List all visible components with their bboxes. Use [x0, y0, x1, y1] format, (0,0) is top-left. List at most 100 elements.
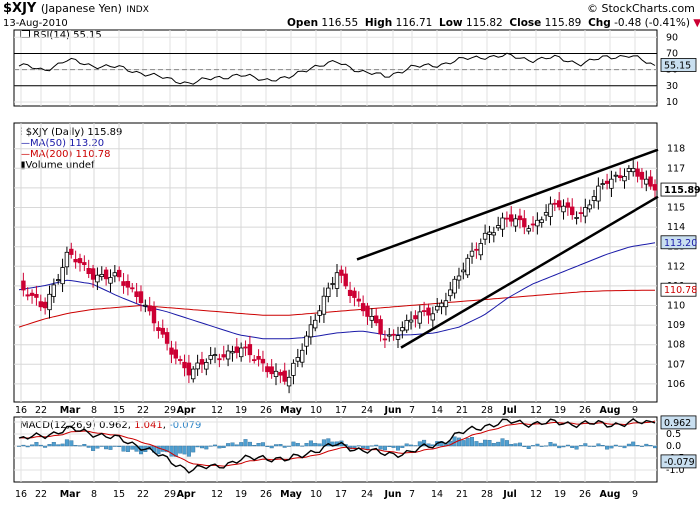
macd-hist-bar	[631, 441, 636, 447]
x-tick-label: 12	[211, 405, 223, 416]
candle-body	[247, 344, 253, 356]
x-tick-label: 10	[310, 489, 322, 500]
ma200-line	[18, 289, 655, 328]
symbol-name: (Japanese Yen)	[40, 2, 122, 15]
x-tick-label: 19	[235, 489, 247, 500]
header-title: $XJY (Japanese Yen) INDX	[3, 1, 149, 16]
macd-hist-bar	[308, 440, 313, 447]
x-tick-label: 26	[579, 405, 591, 416]
candle-body	[56, 279, 61, 282]
panel-frame-1	[13, 122, 658, 403]
macd-hist-bar	[544, 445, 549, 447]
candle-body	[478, 243, 483, 256]
candle-body	[234, 346, 239, 353]
candle-body	[456, 275, 462, 281]
candle-body	[652, 184, 658, 191]
candle-body	[591, 196, 597, 201]
candle-body	[108, 277, 113, 284]
candle-body	[25, 294, 30, 297]
legend-macd-val: 0.962	[99, 420, 128, 431]
macd-hist-bar	[34, 442, 39, 447]
x-tick-label: 7	[409, 489, 415, 500]
macd-hist-last-label-box	[660, 454, 697, 469]
macd-hist-bar	[653, 445, 658, 449]
candle-body	[631, 167, 636, 173]
x-tick-label: 14	[431, 489, 443, 500]
macd-hist-bar	[382, 445, 387, 451]
x-tick-label: 17	[335, 405, 347, 416]
x-tick-label: Jun	[383, 405, 401, 416]
candle-body	[539, 219, 544, 223]
macd-hist-bar	[282, 445, 287, 448]
macd-hist-bar	[561, 445, 566, 448]
candle-body	[347, 289, 353, 296]
macd-hist-bar	[304, 443, 309, 447]
rsi-last-label-box	[660, 58, 697, 72]
macd-hist-bar	[239, 442, 244, 447]
macd-hist-bar	[186, 445, 191, 457]
macd-hist-bar	[17, 445, 22, 447]
candle-body	[587, 204, 592, 210]
candle-body	[295, 357, 300, 362]
candle-body	[487, 231, 492, 235]
candle-body	[186, 362, 192, 376]
candle-body	[622, 175, 627, 182]
x-tick-label: 17	[335, 489, 347, 500]
candle-body	[387, 334, 392, 337]
macd-hist-bar	[204, 445, 209, 450]
macd-line	[18, 418, 656, 474]
macd-hist-bar	[539, 445, 544, 447]
candle-body	[273, 370, 279, 377]
price-axis-label: 110	[667, 301, 685, 312]
candle-body	[543, 212, 549, 216]
candle-body	[365, 305, 370, 317]
x-tick-label: 12	[530, 405, 542, 416]
macd-hist-bar	[217, 445, 222, 449]
rsi-axis-label: 70	[666, 48, 678, 59]
macd-hist-bar	[422, 439, 427, 447]
macd-hist-bar	[278, 444, 283, 447]
macd-hist-bar	[596, 443, 601, 447]
candle-body	[330, 283, 335, 285]
macd-hist-bar	[212, 444, 217, 447]
macd-hist-bar	[565, 444, 570, 447]
candle-body	[195, 362, 200, 370]
macd-hist-bar	[60, 443, 65, 447]
candle-body	[73, 258, 78, 263]
macd-hist-bar	[369, 445, 374, 447]
macd-hist-bar	[221, 445, 226, 448]
candle-body	[225, 350, 231, 360]
macd-hist-bar	[287, 445, 292, 447]
macd-hist-bar	[570, 445, 575, 448]
candle-body	[522, 218, 527, 228]
x-tick-label: 8	[91, 489, 97, 500]
legend-volume: Volume undef	[25, 160, 95, 171]
candle-body	[635, 168, 640, 177]
macd-hist-bar	[526, 445, 531, 449]
macd-hist-bar	[130, 445, 135, 450]
macd-axis-label: 0.5	[666, 429, 681, 440]
macd-hist-bar	[500, 438, 505, 447]
wedge-lower-line	[400, 195, 659, 349]
macd-hist-bar	[95, 445, 100, 449]
candle-body	[517, 215, 523, 221]
x-tick-label: 7	[409, 405, 415, 416]
macd-hist-bar	[326, 438, 331, 447]
candle-body	[182, 361, 187, 369]
macd-hist-bar	[243, 439, 248, 447]
ma50-line	[18, 242, 656, 340]
macd-hist-bar	[374, 444, 379, 447]
x-tick-label: 19	[554, 405, 566, 416]
macd-hist-bar	[396, 445, 401, 451]
candle-body	[256, 355, 261, 360]
macd-hist-bar	[191, 445, 196, 453]
candle-body	[391, 333, 396, 336]
candle-body	[125, 280, 131, 288]
ma50-last-label: 113.20	[664, 238, 697, 249]
ohlc-bar: Open 116.55 High 116.71 Low 115.82 Close…	[287, 17, 700, 29]
macd-hist-bar	[457, 437, 462, 447]
candle-body	[312, 319, 318, 329]
candle-body	[38, 301, 43, 308]
candle-body	[413, 315, 418, 320]
macd-hist-bar	[265, 445, 270, 448]
